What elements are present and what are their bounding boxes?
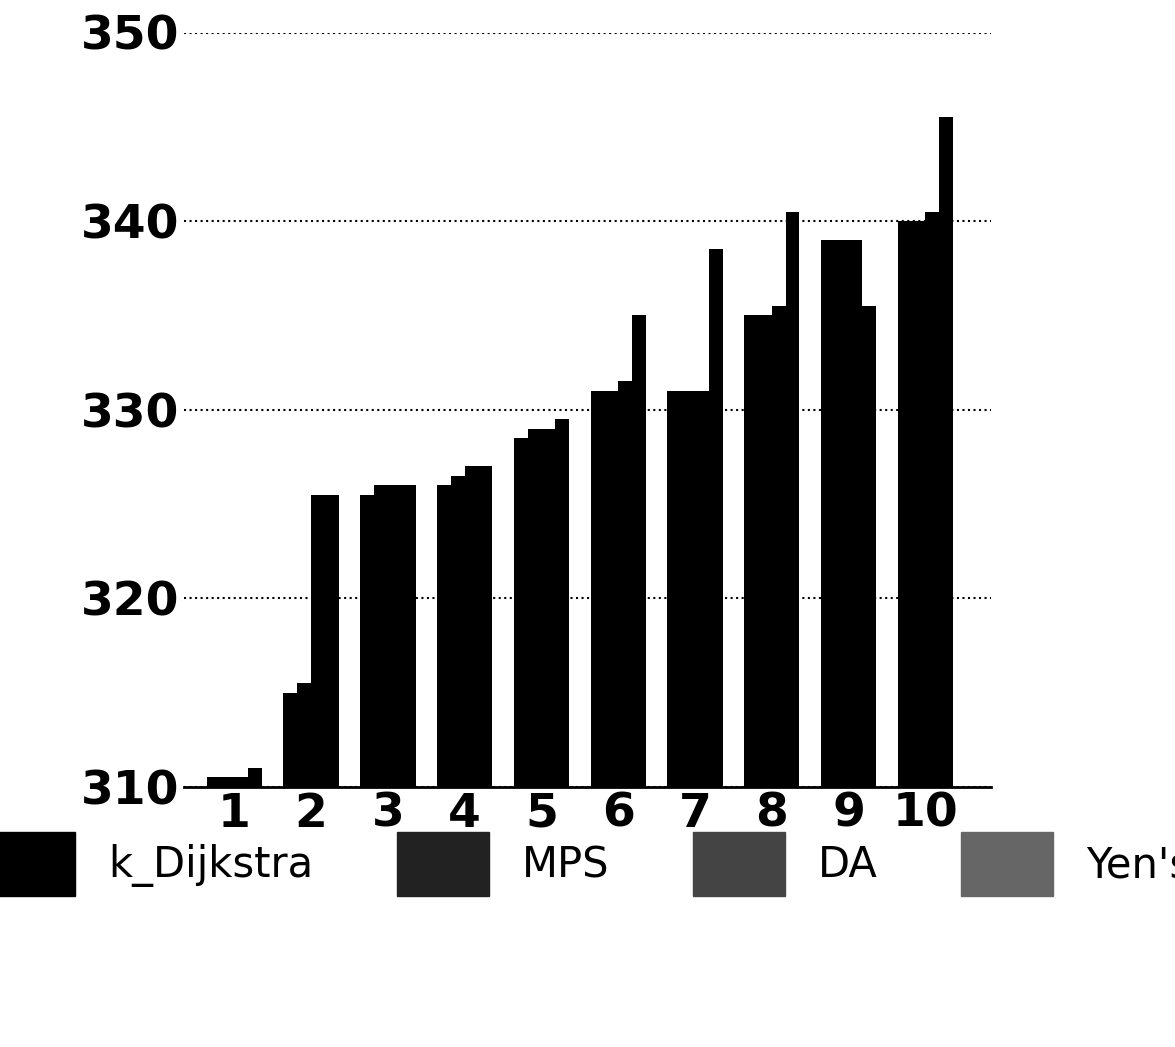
Bar xyxy=(528,428,542,787)
Bar xyxy=(248,768,262,787)
Bar xyxy=(667,391,682,787)
Bar xyxy=(437,485,451,787)
Bar xyxy=(834,240,848,787)
Bar xyxy=(939,117,953,787)
Bar xyxy=(772,306,786,787)
Bar xyxy=(297,683,311,787)
Bar xyxy=(926,211,939,787)
Bar xyxy=(862,306,877,787)
Bar xyxy=(361,494,374,787)
Bar xyxy=(513,438,528,787)
Bar xyxy=(744,315,758,787)
Bar xyxy=(912,221,926,787)
Bar xyxy=(478,466,492,787)
Bar xyxy=(898,221,912,787)
Bar xyxy=(325,494,338,787)
Bar xyxy=(848,240,862,787)
Bar xyxy=(234,778,248,787)
Bar xyxy=(388,485,402,787)
Bar xyxy=(632,315,646,787)
Bar xyxy=(451,475,464,787)
Bar xyxy=(207,778,221,787)
Bar xyxy=(709,249,723,787)
Bar xyxy=(283,693,297,787)
Bar xyxy=(682,391,694,787)
Bar xyxy=(464,466,478,787)
Bar xyxy=(821,240,834,787)
Bar xyxy=(758,315,772,787)
Legend: k_Dijkstra, MPS, DA, Yen's: k_Dijkstra, MPS, DA, Yen's xyxy=(0,810,1175,917)
Bar xyxy=(311,494,325,787)
Bar xyxy=(221,778,234,787)
Bar xyxy=(694,391,709,787)
Bar xyxy=(402,485,416,787)
Bar xyxy=(618,381,632,787)
Bar xyxy=(542,428,556,787)
Bar xyxy=(591,391,604,787)
Bar xyxy=(786,211,799,787)
Bar xyxy=(604,391,618,787)
Bar xyxy=(374,485,388,787)
Bar xyxy=(556,419,569,787)
